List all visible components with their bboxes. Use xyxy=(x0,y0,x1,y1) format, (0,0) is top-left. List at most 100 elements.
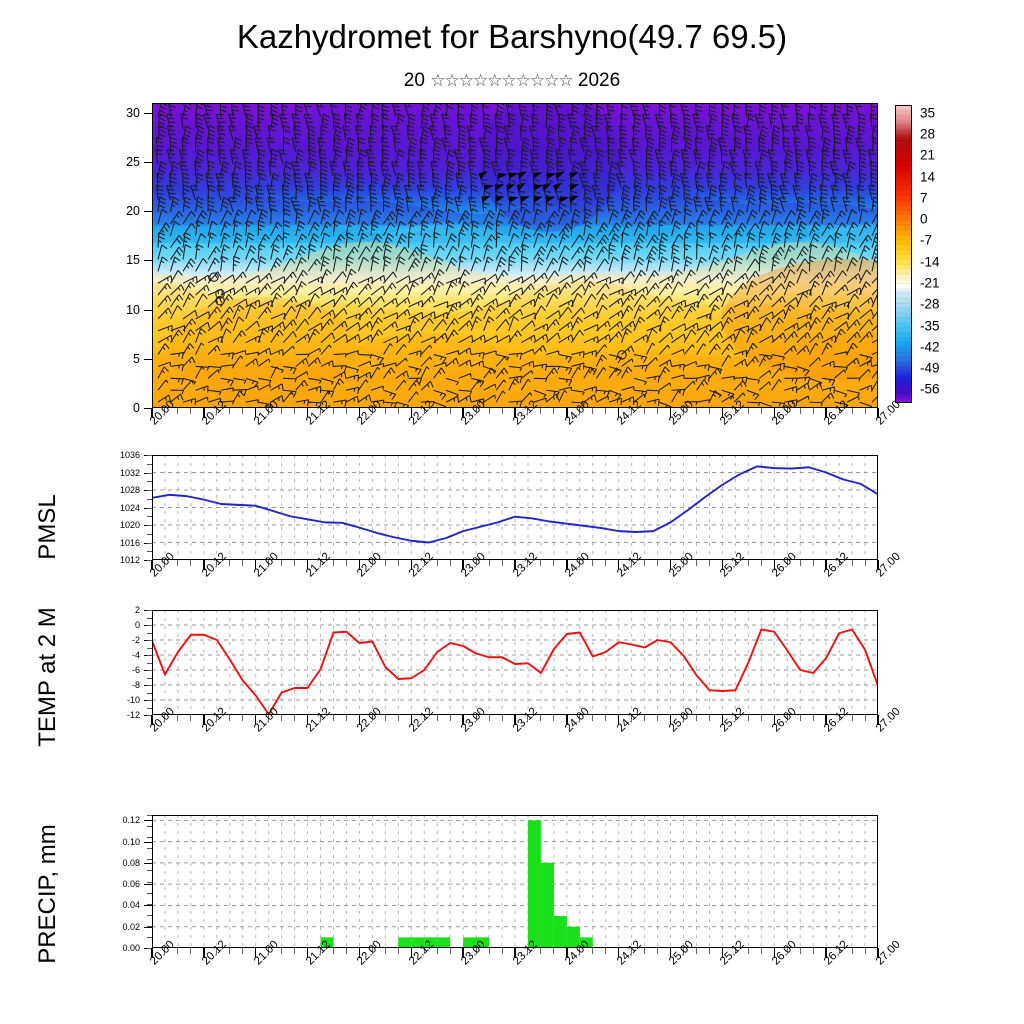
y-tick-minor xyxy=(147,707,152,709)
x-tick-minor xyxy=(475,408,477,414)
precip-axis-label: PRECIP, mm xyxy=(34,824,61,964)
x-tick-minor xyxy=(242,560,244,566)
x-tick-minor xyxy=(696,948,697,954)
x-tick-minor xyxy=(345,408,347,414)
x-tick-minor xyxy=(320,560,322,566)
x-tick-minor xyxy=(540,560,542,566)
x-tick-minor xyxy=(281,560,283,566)
x-tick-minor xyxy=(475,715,477,721)
x-tick-major xyxy=(151,715,153,725)
y-tick xyxy=(144,905,152,907)
x-tick-minor xyxy=(683,948,685,954)
x-tick-minor xyxy=(164,560,166,566)
y-tick-minor xyxy=(147,617,152,619)
x-tick-minor xyxy=(371,408,373,414)
x-tick-major xyxy=(566,560,568,570)
x-tick-minor xyxy=(812,560,814,566)
y-tick-minor xyxy=(147,507,152,509)
x-tick-minor xyxy=(320,715,322,721)
colorbar-label: -7 xyxy=(920,232,933,248)
y-axis-label: 0 xyxy=(133,401,140,415)
y-axis-label: 1020 xyxy=(119,520,140,530)
y-tick-minor xyxy=(147,640,152,641)
x-tick-minor xyxy=(397,948,399,954)
x-tick-major xyxy=(669,715,672,725)
page-title: Kazhydromet for Barshyno(49.7 69.5) xyxy=(236,18,788,55)
subtitle-year: 2026 xyxy=(577,70,621,91)
x-tick-minor xyxy=(553,560,555,566)
x-tick-minor xyxy=(812,408,814,414)
x-tick-major xyxy=(255,948,257,958)
x-tick-minor xyxy=(229,560,231,566)
temp-axis-label: TEMP at 2 M xyxy=(34,607,61,747)
x-tick-minor xyxy=(553,715,555,721)
x-tick-minor xyxy=(384,560,386,566)
colorbar-label: -14 xyxy=(920,254,940,270)
x-tick-minor xyxy=(799,948,801,954)
y-tick-minor xyxy=(147,655,152,656)
y-tick-minor xyxy=(147,700,152,701)
y-tick-minor xyxy=(147,516,152,518)
x-tick-minor xyxy=(696,560,697,566)
cross-section-frame xyxy=(152,103,878,408)
x-tick-minor xyxy=(683,408,685,414)
x-tick-major xyxy=(255,408,257,418)
x-tick-minor xyxy=(501,408,503,414)
cross-section-plot xyxy=(152,103,878,408)
y-tick-minor xyxy=(147,936,152,938)
x-tick-minor xyxy=(579,408,581,414)
x-tick-minor xyxy=(799,715,801,721)
x-tick-major xyxy=(721,408,724,418)
colorbar-gradient xyxy=(896,106,911,402)
pmsl-frame xyxy=(152,455,878,560)
colorbar xyxy=(895,105,912,403)
x-tick-minor xyxy=(812,948,814,954)
x-tick-minor xyxy=(242,715,244,721)
x-tick-minor xyxy=(540,948,542,954)
y-axis-label: 0.00 xyxy=(122,943,140,953)
star-icon-row: ☆☆☆☆☆☆☆☆☆☆ xyxy=(430,71,573,90)
pmsl-panel xyxy=(152,455,878,560)
x-tick-major xyxy=(358,715,361,725)
x-tick-minor xyxy=(838,948,840,954)
y-tick-minor xyxy=(147,647,152,649)
x-tick-major xyxy=(410,948,412,958)
colorbar-label: 28 xyxy=(920,126,936,142)
x-tick-minor xyxy=(345,715,347,721)
x-tick-minor xyxy=(605,560,607,566)
x-tick-minor xyxy=(294,560,296,566)
x-tick-minor xyxy=(708,948,710,954)
x-tick-minor xyxy=(475,560,477,566)
subtitle-day: 20 xyxy=(403,70,425,91)
y-axis-label: 0.06 xyxy=(122,879,140,890)
x-tick-minor xyxy=(436,715,438,721)
x-tick-minor xyxy=(371,948,373,954)
colorbar-label: 7 xyxy=(920,190,928,206)
colorbar-label: -35 xyxy=(920,318,940,333)
y-tick-minor xyxy=(147,715,152,716)
x-tick-minor xyxy=(553,948,555,954)
x-tick-minor xyxy=(786,948,788,954)
x-tick-minor xyxy=(177,948,179,954)
x-tick-major xyxy=(825,408,827,418)
x-tick-major xyxy=(773,948,775,958)
y-tick xyxy=(144,211,152,213)
x-tick-minor xyxy=(605,715,607,721)
x-axis-label: 27.00 xyxy=(874,550,903,580)
y-tick-minor xyxy=(147,560,152,561)
x-tick-major xyxy=(203,715,205,725)
x-tick-minor xyxy=(449,715,451,721)
x-tick-minor xyxy=(384,948,386,954)
x-tick-minor xyxy=(657,948,659,954)
x-tick-minor xyxy=(320,948,322,954)
x-tick-minor xyxy=(747,948,749,954)
x-tick-minor xyxy=(281,715,283,721)
x-tick-minor xyxy=(397,715,399,721)
x-tick-minor xyxy=(177,715,179,721)
y-tick-minor xyxy=(147,903,152,905)
x-tick-major xyxy=(721,715,724,725)
x-tick-minor xyxy=(449,560,451,566)
y-axis-label: -6 xyxy=(131,665,140,675)
x-tick-major xyxy=(773,560,775,570)
x-tick-minor xyxy=(579,715,581,721)
